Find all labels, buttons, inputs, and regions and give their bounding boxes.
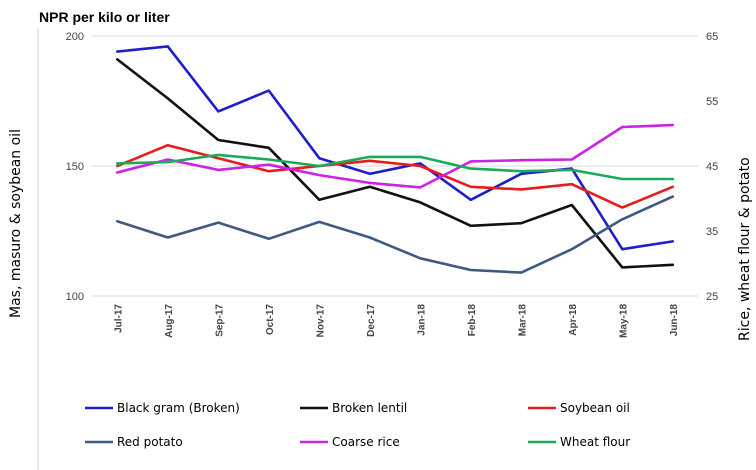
series-line-coarse-rice	[116, 123, 675, 189]
x-tick-label: Jun-18	[669, 304, 680, 337]
gridlines	[92, 35, 698, 297]
x-tick-label: Jul-17	[113, 304, 124, 333]
x-tick-label: Feb-18	[467, 304, 478, 337]
x-tick-label: Oct-17	[265, 304, 276, 336]
legend-label-red-potato: Red potato	[117, 435, 183, 449]
legend-label-coarse-rice: Coarse rice	[332, 435, 400, 449]
right-tick-label: 55	[706, 96, 718, 108]
right-tick-label: 45	[706, 161, 718, 173]
x-axis-ticks: Jul-17 Aug-17 Sep-17 Oct-17 Nov-17 Dec-17 Jan-…	[113, 304, 680, 338]
x-tick-label: Apr-18	[568, 304, 579, 336]
left-tick-label: 100	[66, 291, 84, 303]
right-axis-label: Rice, wheat flour & potato	[737, 157, 753, 341]
series-line-wheat-flour	[116, 153, 675, 181]
legend-label-broken-lentil: Broken lentil	[332, 401, 407, 415]
legend: Black gram (Broken) Broken lentil Soybean …	[85, 401, 630, 449]
x-tick-label: Sep-17	[214, 304, 225, 337]
x-tick-label: Nov-17	[315, 304, 326, 338]
legend-label-soybean-oil: Soybean oil	[560, 401, 630, 415]
series-line-broken-lentil	[116, 58, 675, 269]
legend-label-wheat-flour: Wheat flour	[560, 435, 630, 449]
x-tick-label: May-18	[618, 304, 629, 338]
right-tick-label: 65	[706, 31, 718, 43]
left-tick-label: 150	[66, 161, 84, 173]
left-tick-label: 200	[66, 31, 84, 43]
x-tick-label: Dec-17	[366, 304, 377, 337]
x-tick-label: Mar-18	[517, 304, 528, 337]
chart-title: NPR per kilo or liter	[39, 9, 170, 25]
right-tick-label: 35	[706, 226, 718, 238]
left-axis-label: Mas, masuro & soybean oil	[8, 129, 24, 318]
x-tick-label: Aug-17	[164, 304, 175, 338]
series-lines	[116, 45, 675, 274]
legend-label-black-gram-broken: Black gram (Broken)	[117, 401, 240, 415]
series-line-black-gram-broken	[116, 45, 675, 251]
series-line-red-potato	[116, 195, 675, 274]
x-tick-label: Jan-18	[416, 304, 427, 336]
right-tick-label: 25	[706, 291, 718, 303]
left-axis-ticks: 100 150 200	[66, 31, 84, 303]
right-axis-ticks: 25 35 45 55 65	[706, 31, 718, 303]
